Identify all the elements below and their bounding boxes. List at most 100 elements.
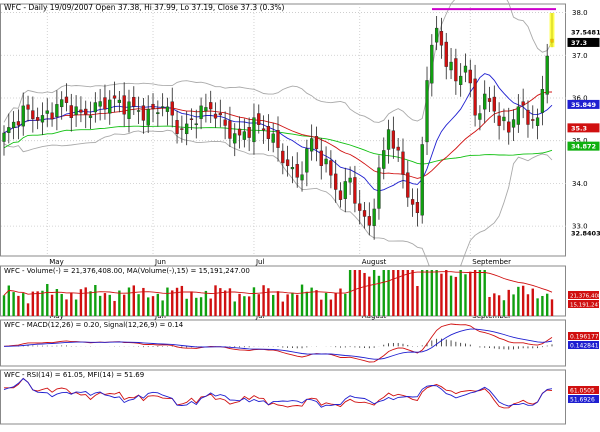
candle-body: [507, 121, 511, 133]
candle-body: [377, 167, 381, 209]
candle-body: [185, 123, 189, 135]
price-tag-box: [567, 99, 600, 109]
candle-body: [401, 151, 405, 175]
candle-body: [55, 104, 59, 118]
month-label: September: [472, 258, 511, 266]
candle-body: [497, 115, 501, 126]
rsi-tag-box: [568, 395, 599, 403]
candle-body: [132, 96, 136, 107]
candle-body: [415, 202, 420, 214]
candle-body: [127, 101, 131, 119]
macd-tag-box: [568, 332, 599, 340]
candle-body: [2, 132, 6, 142]
candle-body: [50, 112, 54, 120]
candle-body: [545, 55, 549, 95]
candle-body: [213, 113, 218, 119]
candle-body: [285, 159, 290, 167]
candle-body: [194, 123, 198, 125]
last-candle-highlight: [549, 12, 555, 48]
candle-body: [521, 101, 525, 106]
candle-body: [11, 121, 16, 129]
macd-tag-box: [568, 341, 599, 349]
candle-body: [40, 115, 45, 123]
candle-body: [266, 126, 271, 139]
price-tag-label: 35.849: [571, 101, 597, 109]
price-axis-tick-label: 35.0: [572, 137, 588, 145]
candle-body: [26, 104, 30, 110]
candle-body: [391, 130, 396, 149]
candle-body: [410, 199, 415, 205]
candle-body: [69, 105, 73, 118]
macd-panel-title: WFC - MACD(12,26) = 0.20, Signal(12,26,9…: [4, 321, 184, 329]
candle-body: [382, 150, 386, 169]
candle-body: [310, 138, 314, 152]
candle-body: [165, 106, 170, 112]
month-label: Jul: [255, 258, 265, 266]
candle-body: [343, 181, 347, 199]
candle-body: [540, 89, 545, 113]
candle-body: [79, 109, 83, 113]
candle-body: [535, 117, 540, 126]
candle-body: [209, 102, 213, 110]
candle-body: [141, 105, 146, 121]
candle-body: [204, 107, 208, 112]
candle-body: [117, 99, 122, 103]
candle-body: [526, 109, 530, 125]
candle-body: [7, 127, 11, 133]
month-label: Jun: [154, 258, 166, 266]
price-tag-box: [567, 27, 600, 37]
price-tag-label: 37.3: [571, 39, 587, 47]
mfi-line: [3, 377, 553, 408]
candle-body: [348, 177, 352, 183]
candle-body: [257, 113, 261, 125]
price-tag-box: [567, 123, 600, 133]
price-axis-tick-label: 33.0: [572, 223, 588, 231]
candle-body: [31, 110, 35, 120]
candle-body: [367, 216, 371, 226]
price-axis-tick-label: 36.0: [572, 94, 588, 102]
macd-panel-frame: [0, 319, 566, 367]
price-chart-header: WFC - Daily 19/09/2007 Open 37.38, Hi 37…: [4, 3, 285, 12]
candle-body: [290, 167, 295, 170]
candle-body: [156, 112, 160, 115]
candle-body: [334, 173, 338, 190]
candle-body: [93, 102, 97, 113]
candle-body: [242, 131, 246, 140]
candle-body: [16, 121, 21, 126]
candle-body: [136, 110, 141, 112]
candle-body: [122, 95, 126, 115]
candle-body: [223, 119, 227, 126]
candle-body: [329, 160, 333, 176]
candle-body: [300, 174, 304, 181]
candle-body: [420, 144, 424, 216]
candle-body: [199, 105, 203, 119]
candle-body: [353, 177, 357, 204]
price-tag-label: 35.3: [571, 124, 587, 132]
bollinger-upper-band: [3, 0, 553, 123]
price-tag-label: 34.872: [571, 143, 596, 151]
candle-body: [247, 127, 251, 138]
candle-body: [180, 128, 184, 130]
candle-body: [45, 110, 49, 114]
volume-tag-label: 15,191,247: [570, 303, 600, 309]
rsi-tag-box: [568, 386, 599, 394]
candle-body: [459, 75, 463, 85]
price-tag-box: [567, 37, 600, 47]
candle-body: [483, 93, 487, 110]
candle-body: [281, 150, 285, 164]
month-label: May: [49, 258, 63, 266]
candle-body: [449, 61, 453, 71]
candle-body: [478, 113, 482, 120]
candle-body: [425, 80, 429, 143]
candle-body: [434, 27, 439, 43]
price-tag-box: [567, 228, 600, 238]
candle-body: [170, 101, 174, 116]
price-axis-tick-label: 38.0: [572, 9, 588, 17]
candle-body: [463, 65, 468, 73]
macd-signal-line: [4, 328, 553, 360]
macd-tag-label: 0.142841: [570, 343, 599, 350]
candle-body: [112, 95, 117, 99]
candle-body: [36, 117, 40, 121]
volume-panel-title: WFC - Volume(-) = 21,376,408.00, MA(Volu…: [4, 267, 250, 275]
